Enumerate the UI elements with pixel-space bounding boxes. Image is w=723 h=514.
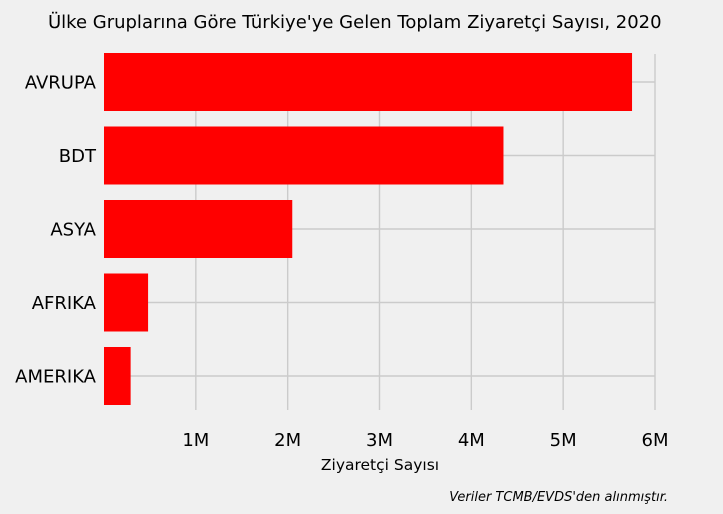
bars [104, 53, 633, 405]
category-label-bdt: BDT [59, 146, 97, 167]
source-note: Veriler TCMB/EVDS'den alınmıştır. [449, 490, 668, 505]
category-labels: AVRUPA BDT ASYA AFRIKA AMERIKA [15, 73, 97, 388]
x-tick-label: 3M [366, 430, 393, 451]
x-tick-label: 2M [274, 430, 301, 451]
x-tick-label: 4M [458, 430, 485, 451]
x-tick-label: 1M [182, 430, 209, 451]
chart-title: Ülke Gruplarına Göre Türkiye'ye Gelen To… [48, 11, 662, 33]
x-axis-label: Ziyaretçi Sayısı [321, 456, 439, 474]
x-tick-label: 6M [642, 430, 669, 451]
x-tick-label: 5M [550, 430, 577, 451]
category-label-avrupa: AVRUPA [25, 73, 97, 94]
bar-bdt [104, 126, 504, 185]
x-tick-labels: 1M 2M 3M 4M 5M 6M [182, 430, 668, 451]
category-label-amerika: AMERIKA [15, 367, 97, 388]
bar-asya [104, 200, 293, 258]
bar-amerika [104, 347, 131, 405]
bar-afrika [104, 273, 149, 332]
category-label-afrika: AFRIKA [32, 293, 97, 314]
bar-avrupa [104, 53, 633, 111]
category-label-asya: ASYA [50, 220, 96, 241]
